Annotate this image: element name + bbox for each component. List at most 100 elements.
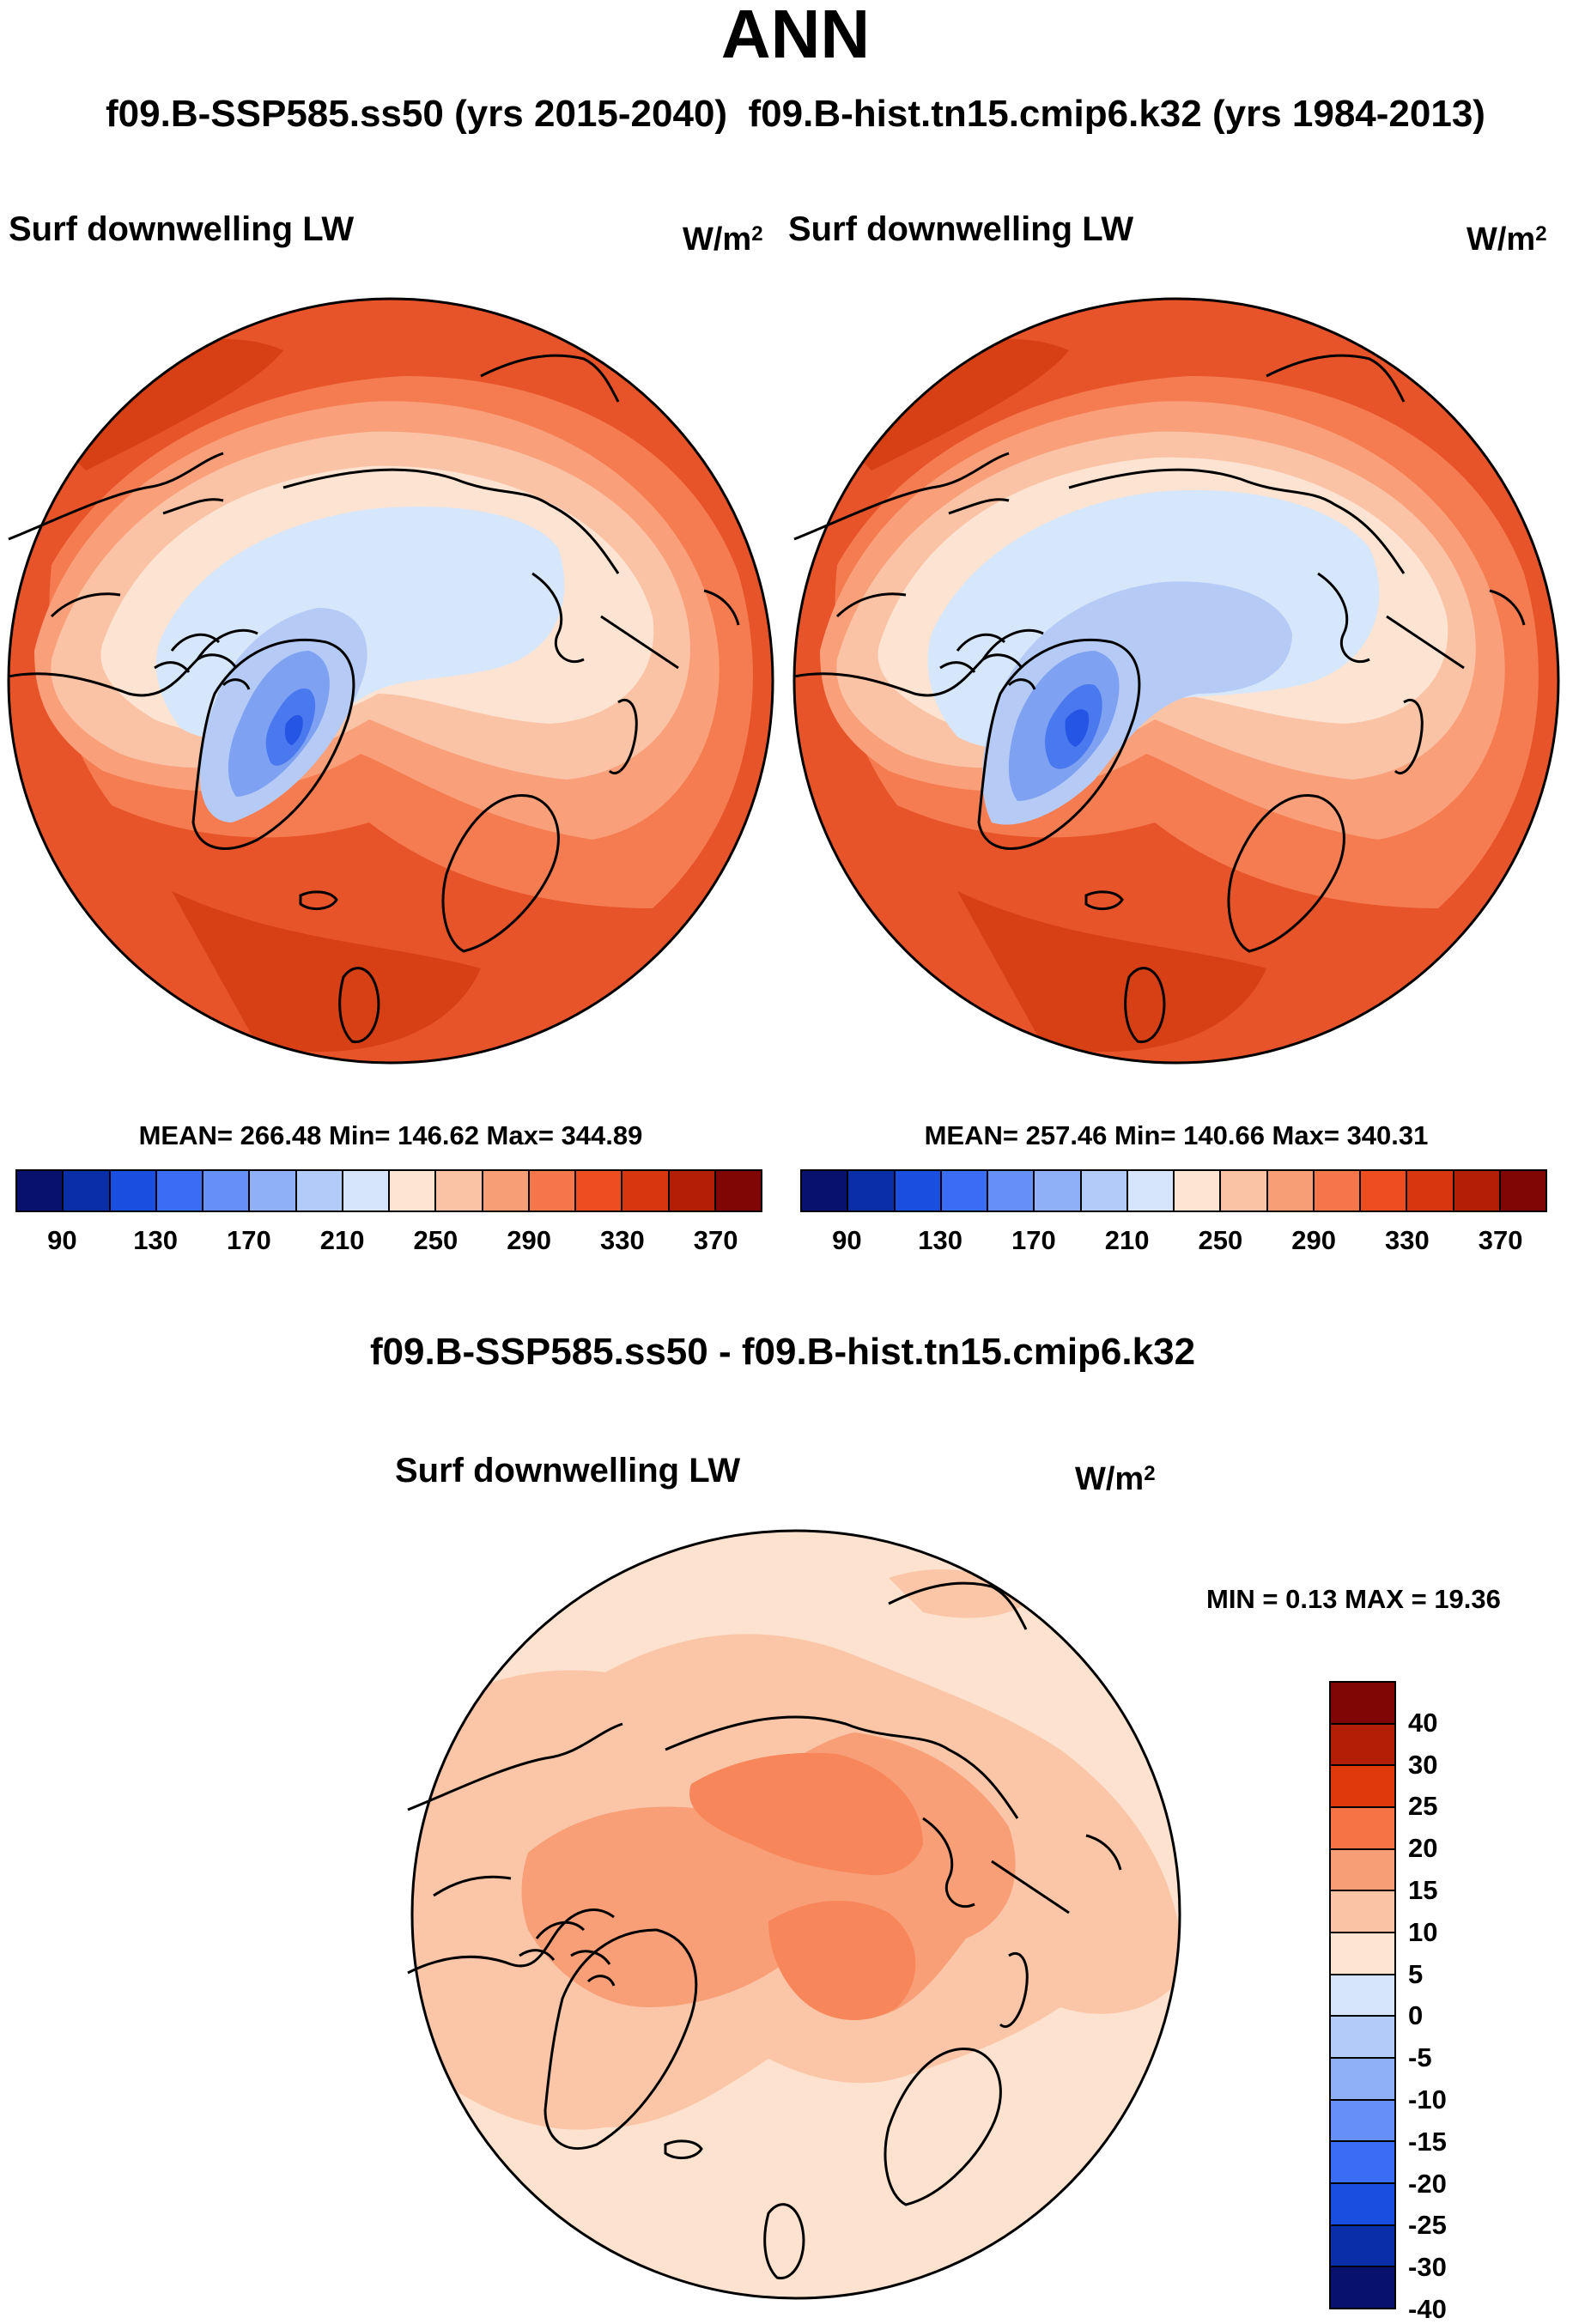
colorbar-swatch [1331,1891,1394,1934]
subtitle-right: f09.B-hist.tn15.cmip6.k32 (yrs 1984-2013… [748,93,1485,135]
colorbar-tick-label: 370 [1478,1225,1523,1255]
diff-polar-map [407,1529,1181,2300]
colorbar-swatch [483,1171,530,1211]
panel2-units: W/m2 [1467,221,1547,258]
colorbar-tick-label: 15 [1408,1875,1438,1905]
diff-coast-archipelago [519,1920,616,1987]
colorbar-swatch [1331,1683,1394,1725]
colorbar-swatch [1331,2100,1394,2143]
panel2-coast-canada [793,592,1044,697]
panel1-units: W/m2 [683,221,763,258]
colorbar-tick-label: -40 [1408,2294,1447,2324]
colorbar-swatch [1454,1171,1501,1211]
colorbar-swatch [1331,2017,1394,2060]
colorbar-swatch [1331,2184,1394,2226]
diff-coast-russia-north [922,1817,1070,1914]
diff-coast-scandinavia [884,2048,1002,2206]
colorbar-swatch [669,1171,716,1211]
panel1-coast-russia-north [531,572,679,670]
colorbar-swatch [1175,1171,1222,1211]
colorbar-swatch [1500,1171,1545,1211]
colorbar-swatch [343,1171,390,1211]
panel1-map-border [7,297,774,1065]
panel1-stats: MEAN= 266.48 Min= 146.62 Max= 344.89 [138,1120,643,1150]
diff-coast-alaska [407,1722,623,1811]
colorbar-tick-label: 130 [918,1225,962,1255]
colorbar-swatch [715,1171,761,1211]
panel1-field-ice5 [284,714,303,745]
panel1-coast-iceland [299,890,338,911]
panel1-coast-greenland [191,639,355,850]
diff-units: W/m2 [1075,1461,1156,1497]
panel1-coast-archipelago [154,633,251,690]
colorbar-tick-label: -10 [1408,2084,1447,2115]
colorbar-swatch [250,1171,297,1211]
colorbar-swatch [1221,1171,1268,1211]
panel2-coast-siberia [1068,354,1406,574]
colorbar-tick-label: 40 [1408,1707,1438,1738]
colorbar-tick-label: 5 [1408,1958,1424,1989]
colorbar-swatch [1331,1975,1394,2018]
panel1-coast-britain [338,967,380,1043]
colorbar-swatch [1331,1766,1394,1809]
colorbar-swatch [1331,1849,1394,1892]
colorbar-swatch [1331,2142,1394,2185]
panel2-coast-greenland [977,639,1141,850]
diff-coast-novaya-zemlya [999,1952,1029,2028]
colorbar-swatch [156,1171,203,1211]
colorbar-swatch [203,1171,251,1211]
colorbar-tick-label: 250 [1198,1225,1243,1255]
panel2-coastlines [793,354,1526,1043]
colorbar-tick-label: 10 [1408,1916,1438,1947]
colorbar-swatch [622,1171,670,1211]
diff-coast-kamchatka [1085,1834,1122,1871]
panel2-coast-russia-north [1317,572,1465,670]
panel2-coast-scandinavia [1227,794,1345,953]
colorbar-tick-label: 330 [600,1225,645,1255]
colorbar-tick-label: -5 [1408,2042,1432,2073]
colorbar-tick-label: 130 [133,1225,178,1255]
colorbar-swatch [17,1171,64,1211]
colorbar-swatch [895,1171,942,1211]
colorbar-swatch [1407,1171,1454,1211]
colorbar-swatch [1081,1171,1128,1211]
colorbar-swatch [941,1171,988,1211]
diff-field-hot [689,1752,923,2020]
panel2-coast-archipelago [939,633,1036,690]
colorbar-swatch [988,1171,1035,1211]
panel1-coast-kamchatka [703,589,740,626]
colorbar-swatch [1331,2059,1394,2101]
panel2-colorbar-labels: 90 130 170 210 250 290 330 370 [785,1226,1566,1260]
panel2-coast-britain [1124,967,1166,1043]
diff-coast-siberia [665,1581,1028,1819]
subtitle-left: f09.B-SSP585.ss50 (yrs 2015-2040) [106,93,728,135]
panel2-field-ice5 [1065,709,1090,747]
panel1-coast-alaska [8,452,224,541]
colorbar-tick-label: 20 [1408,1833,1438,1864]
panel2-coast-kamchatka [1489,589,1526,626]
panel2-variable-label: Surf downwelling LW [788,210,1134,248]
colorbar-tick-label: 25 [1408,1791,1438,1822]
colorbar-tick-label: 290 [1291,1225,1336,1255]
colorbar-swatch [529,1171,576,1211]
diff-title: f09.B-SSP585.ss50 - f09.B-hist.tn15.cmip… [369,1331,1196,1373]
subtitle: f09.B-SSP585.ss50 (yrs 2015-2040) f09.B-… [0,93,1591,136]
diff-minmax: MIN = 0.13 MAX = 19.36 [1206,1584,1501,1614]
colorbar-swatch [1267,1171,1315,1211]
colorbar-swatch [1314,1171,1361,1211]
panel1-coast-siberia [282,354,620,574]
colorbar-tick-label: 290 [507,1225,551,1255]
panel2-colorbar [800,1169,1547,1212]
colorbar-tick-label: 370 [693,1225,738,1255]
colorbar-swatch [1331,1724,1394,1767]
panel1-polar-map [7,297,774,1065]
panel2-coast-novaya-zemlya [1394,699,1424,774]
colorbar-swatch [576,1171,623,1211]
panel2-coast-alaska [793,452,1010,541]
panel1-variable-label: Surf downwelling LW [9,210,355,248]
panel1-colorbar-labels: 90 130 170 210 250 290 330 370 [0,1226,781,1260]
diff-map-border [410,1529,1181,2300]
main-title: ANN [720,0,871,72]
colorbar-tick-label: 30 [1408,1749,1438,1780]
colorbar-tick-label: 250 [413,1225,458,1255]
